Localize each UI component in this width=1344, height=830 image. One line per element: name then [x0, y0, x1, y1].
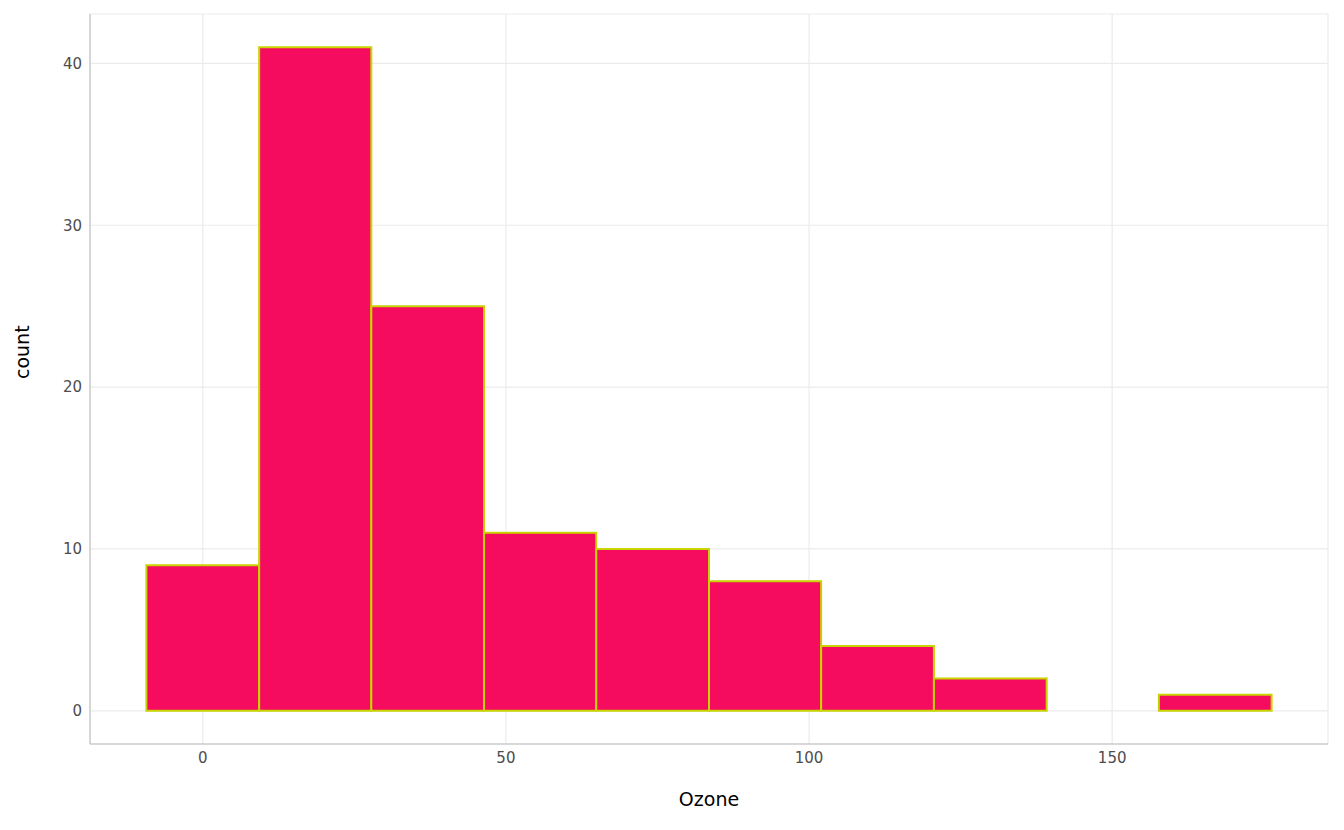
svg-text:0: 0 [72, 702, 82, 720]
svg-text:Ozone: Ozone [679, 788, 739, 810]
svg-text:150: 150 [1098, 749, 1127, 767]
svg-text:10: 10 [63, 540, 82, 558]
svg-text:100: 100 [795, 749, 824, 767]
svg-text:50: 50 [496, 749, 515, 767]
svg-text:count: count [11, 325, 33, 379]
svg-text:30: 30 [63, 217, 82, 235]
svg-text:40: 40 [63, 55, 82, 73]
svg-text:0: 0 [198, 749, 208, 767]
svg-text:20: 20 [63, 378, 82, 396]
